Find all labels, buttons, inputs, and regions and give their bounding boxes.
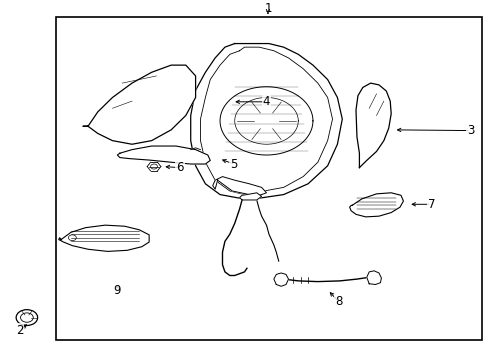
Text: 9: 9 [113,284,121,297]
Polygon shape [355,83,390,168]
Circle shape [16,310,38,325]
Text: 7: 7 [427,198,435,211]
Text: 6: 6 [176,161,183,174]
Polygon shape [117,146,210,164]
Text: 1: 1 [264,2,271,15]
Text: 5: 5 [229,158,237,171]
Text: 4: 4 [262,95,270,108]
Text: 8: 8 [334,295,342,308]
Polygon shape [366,271,381,284]
Bar [56,17,481,340]
Polygon shape [83,65,195,144]
Text: 2: 2 [16,324,23,337]
Polygon shape [59,225,149,251]
Polygon shape [273,273,288,286]
Polygon shape [190,44,342,198]
Polygon shape [239,193,261,200]
Polygon shape [349,193,403,217]
Text: 3: 3 [466,124,474,137]
Polygon shape [212,177,266,195]
